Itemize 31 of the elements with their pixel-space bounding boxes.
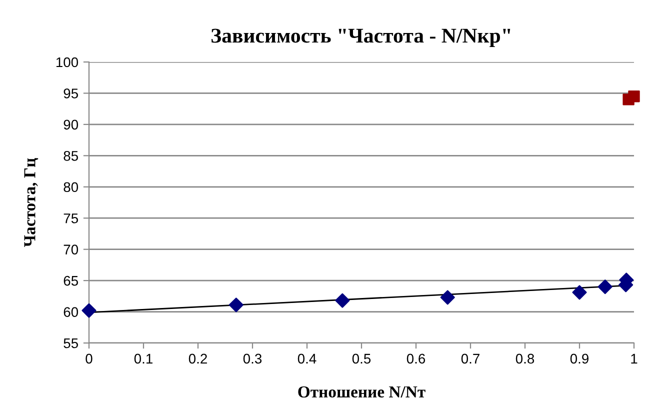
point xyxy=(572,285,587,300)
x-tick-label: 0.2 xyxy=(188,354,207,364)
x-tick-label: 0.3 xyxy=(243,354,262,364)
y-tick-label: 80 xyxy=(64,182,78,192)
y-tick-label: 95 xyxy=(64,88,78,98)
y-tick-label: 100 xyxy=(56,57,78,68)
chart-title: Зависимость "Частота - N/Nкр" xyxy=(212,28,510,47)
y-tick-label: 65 xyxy=(64,276,78,286)
x-tick-label: 0.7 xyxy=(461,354,480,364)
x-tick-label: 0.5 xyxy=(352,354,371,364)
x-tick-label: 0 xyxy=(86,354,92,364)
y-axis-title: Частота, Гц xyxy=(24,158,38,247)
x-tick-label: 0.8 xyxy=(516,354,534,364)
point xyxy=(335,293,350,308)
x-tick-label: 0.9 xyxy=(570,354,588,364)
x-tick-label: 0.6 xyxy=(406,354,426,364)
y-tick-label: 85 xyxy=(64,151,78,161)
y-tick-label: 60 xyxy=(64,307,78,317)
point xyxy=(628,90,640,102)
point xyxy=(440,290,455,305)
y-tick-label: 90 xyxy=(64,120,78,130)
y-tick-label: 70 xyxy=(64,244,78,255)
point xyxy=(598,280,612,294)
y-tick-label: 75 xyxy=(64,214,78,224)
y-tick-label: 55 xyxy=(64,338,78,348)
point xyxy=(82,303,96,318)
x-tick-label: 0.1 xyxy=(134,354,152,364)
x-tick-label: 1 xyxy=(631,354,638,364)
x-tick-label: 0.4 xyxy=(298,354,316,364)
x-axis-title: Отношение N/Nт xyxy=(298,386,426,398)
point xyxy=(228,298,244,312)
